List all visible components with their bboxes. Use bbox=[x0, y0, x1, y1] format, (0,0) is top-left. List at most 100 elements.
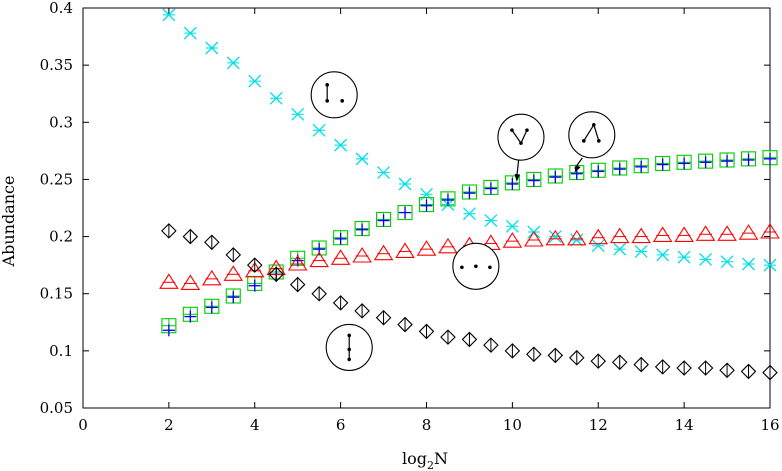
data-point-diamond bbox=[332, 295, 349, 311]
y-axis-label: Abundance bbox=[0, 176, 18, 268]
x-tick-label: 8 bbox=[422, 416, 432, 434]
data-point-diamond bbox=[397, 316, 413, 333]
x-tick-label: 10 bbox=[503, 416, 522, 434]
data-point-triangle bbox=[588, 228, 609, 245]
data-point-triangle bbox=[760, 222, 780, 239]
data-point-plus bbox=[463, 187, 476, 200]
data-point-diamond bbox=[311, 285, 327, 302]
x-tick-label: 12 bbox=[589, 416, 608, 434]
data-point-diamond bbox=[225, 247, 242, 263]
series-plus bbox=[162, 152, 776, 337]
data-point-triangle bbox=[652, 226, 673, 242]
data-point-triangle bbox=[373, 244, 394, 261]
x-tick-label: 2 bbox=[164, 416, 174, 434]
data-point-diamond bbox=[633, 356, 649, 373]
y-tick-label: 0.05 bbox=[40, 399, 73, 417]
x-axis-label-subscript: 2 bbox=[427, 459, 434, 471]
data-point-plus bbox=[356, 223, 369, 236]
data-point-diamond bbox=[504, 343, 521, 359]
data-point-plus bbox=[549, 171, 562, 184]
data-point-triangle bbox=[502, 232, 523, 248]
motif-arrowhead bbox=[514, 173, 521, 182]
data-point-plus bbox=[527, 174, 540, 187]
x-tick-label: 0 bbox=[78, 416, 88, 434]
y-tick-label: 0.15 bbox=[40, 285, 73, 303]
data-point-plus bbox=[399, 206, 412, 219]
data-point-triangle bbox=[287, 254, 308, 271]
data-point-triangle bbox=[717, 225, 737, 241]
data-point-diamond bbox=[547, 347, 564, 364]
series-x-cross bbox=[162, 8, 777, 272]
motif-annotations bbox=[310, 71, 616, 371]
data-point-plus bbox=[377, 214, 390, 227]
data-point-plus bbox=[613, 163, 626, 176]
data-point-x-cross bbox=[656, 248, 670, 262]
x-tick-label: 16 bbox=[760, 416, 779, 434]
data-point-triangle bbox=[545, 229, 566, 246]
data-point-plus bbox=[699, 156, 712, 169]
data-point-diamond bbox=[461, 331, 478, 348]
data-point-triangle bbox=[566, 229, 587, 246]
data-point-x-cross bbox=[355, 152, 369, 166]
data-point-plus bbox=[162, 324, 175, 337]
data-point-diamond bbox=[354, 303, 370, 319]
data-point-diamond bbox=[762, 364, 778, 381]
data-point-triangle bbox=[738, 224, 759, 240]
data-point-x-cross bbox=[248, 74, 262, 88]
data-point-diamond bbox=[440, 329, 456, 345]
data-point-diamond bbox=[654, 359, 671, 375]
data-point-plus bbox=[334, 232, 347, 245]
data-point-diamond bbox=[590, 353, 607, 369]
data-point-diamond bbox=[697, 360, 714, 376]
data-point-x-cross bbox=[291, 107, 305, 121]
data-point-x-cross bbox=[591, 239, 605, 253]
motif-circle bbox=[568, 111, 616, 159]
x-axis-label-tail: N bbox=[434, 449, 448, 468]
x-axis-label-main: log bbox=[402, 449, 427, 468]
motif-arrowhead bbox=[574, 164, 581, 173]
data-point-plus bbox=[205, 301, 218, 314]
data-point-triangle bbox=[159, 273, 179, 289]
data-point-triangle bbox=[674, 226, 694, 242]
data-point-x-cross bbox=[205, 41, 219, 55]
data-point-plus bbox=[420, 199, 433, 212]
series-diamond bbox=[161, 223, 778, 381]
data-point-plus bbox=[635, 160, 648, 173]
data-point-triangle bbox=[395, 242, 415, 258]
data-point-x-cross bbox=[398, 177, 412, 191]
data-point-plus bbox=[441, 194, 454, 206]
data-marks bbox=[159, 8, 780, 381]
y-tick-label: 0.1 bbox=[49, 342, 73, 360]
data-point-x-cross bbox=[162, 8, 176, 22]
data-point-plus bbox=[678, 157, 691, 170]
data-point-diamond bbox=[268, 266, 284, 283]
data-point-x-cross bbox=[720, 255, 734, 269]
data-point-triangle bbox=[330, 249, 351, 265]
data-point-x-cross bbox=[334, 138, 348, 152]
data-point-diamond bbox=[569, 349, 585, 366]
data-point-plus bbox=[764, 152, 776, 165]
motif-icon bbox=[452, 242, 500, 290]
motif-icon bbox=[310, 71, 358, 119]
y-tick-label: 0.25 bbox=[40, 170, 73, 188]
data-point-plus bbox=[227, 291, 240, 304]
data-point-x-cross bbox=[420, 187, 433, 201]
data-point-triangle bbox=[202, 269, 222, 286]
data-point-x-cross bbox=[312, 123, 326, 137]
data-point-diamond bbox=[204, 234, 220, 251]
data-point-diamond bbox=[418, 323, 435, 340]
data-point-plus bbox=[592, 165, 605, 178]
data-point-x-cross bbox=[269, 91, 283, 105]
data-point-triangle bbox=[609, 227, 630, 244]
x-axis-label: log2N bbox=[402, 449, 448, 471]
motif-circle bbox=[497, 113, 545, 161]
data-point-diamond bbox=[246, 257, 263, 273]
data-point-triangle bbox=[352, 246, 372, 263]
data-point-diamond bbox=[289, 276, 306, 293]
motif-icon bbox=[568, 111, 616, 173]
motif-circle bbox=[310, 71, 358, 119]
data-point-triangle bbox=[631, 227, 651, 244]
data-point-x-cross bbox=[226, 56, 240, 70]
data-point-triangle bbox=[524, 230, 544, 247]
